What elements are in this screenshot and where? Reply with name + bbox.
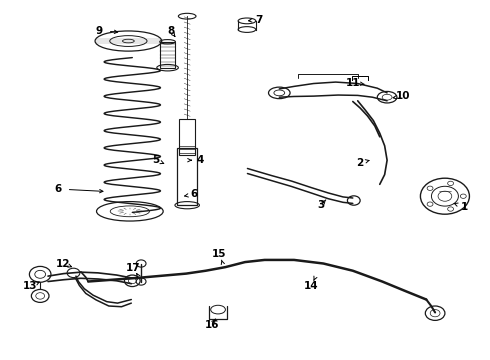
Text: 14: 14 [304, 281, 318, 291]
Text: 2: 2 [357, 158, 364, 168]
Text: 13: 13 [23, 281, 38, 291]
Text: 10: 10 [395, 91, 410, 102]
Bar [179, 119, 195, 155]
Text: 1: 1 [461, 202, 468, 212]
Text: 3: 3 [318, 200, 324, 210]
Text: 6: 6 [54, 184, 61, 194]
Text: 4: 4 [196, 155, 204, 165]
Text: 16: 16 [204, 320, 219, 330]
Text: 7: 7 [255, 15, 263, 25]
Text: 15: 15 [212, 249, 227, 259]
Text: 9: 9 [96, 26, 102, 36]
Bar [177, 148, 197, 205]
Text: 6: 6 [190, 189, 197, 199]
Text: 5: 5 [152, 155, 159, 165]
Bar [160, 42, 175, 68]
Text: 17: 17 [126, 263, 141, 273]
Text: 12: 12 [55, 258, 70, 269]
Text: 8: 8 [167, 26, 174, 36]
Text: 11: 11 [345, 78, 360, 88]
